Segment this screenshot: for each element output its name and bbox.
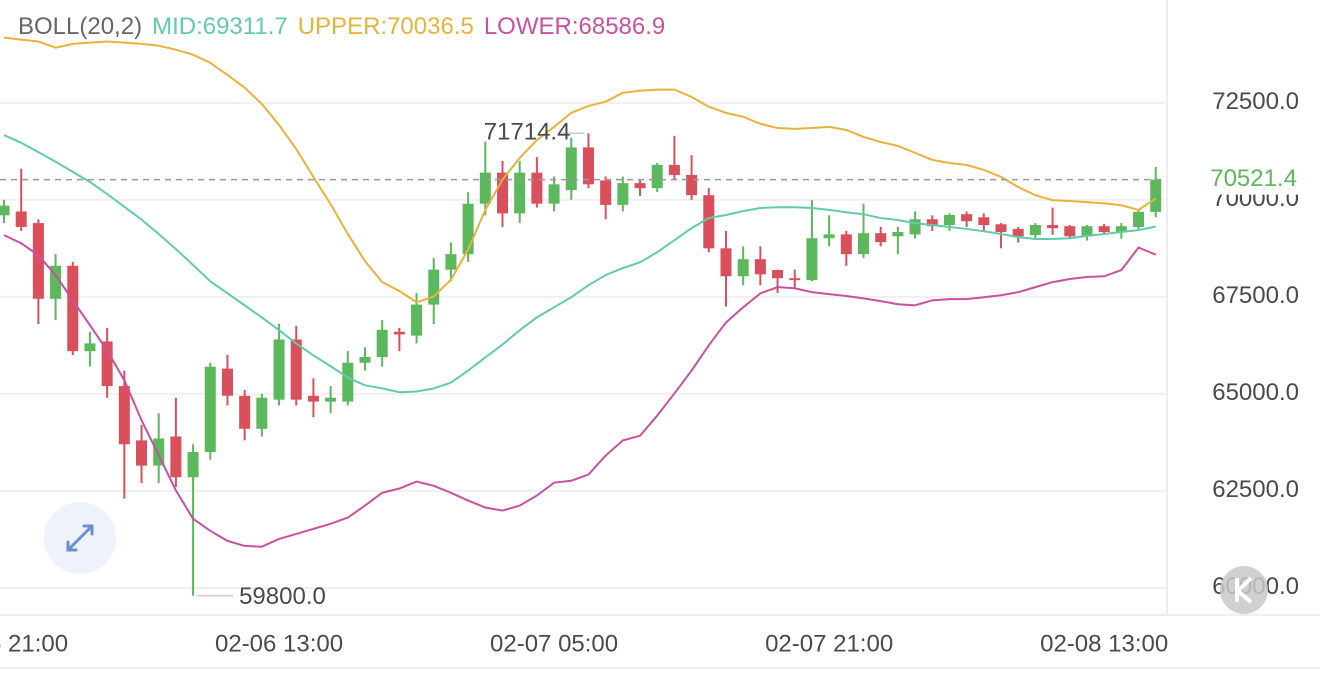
candle-body bbox=[393, 331, 405, 335]
legend-items: MID:69311.7 UPPER:70036.5 LOWER:68586.9 bbox=[152, 13, 665, 40]
candle-body bbox=[789, 278, 801, 281]
candle-body bbox=[1029, 225, 1041, 236]
candle-body bbox=[359, 356, 371, 363]
candle-body bbox=[376, 329, 388, 357]
candle-body bbox=[754, 259, 766, 275]
x-tick-label: 02-08 13:00 bbox=[1040, 630, 1168, 657]
candle-body bbox=[668, 164, 680, 175]
candle-body bbox=[875, 233, 887, 243]
candle-body bbox=[307, 395, 319, 402]
candle-body bbox=[651, 164, 663, 189]
y-tick-label: 67500.0 bbox=[1212, 282, 1299, 309]
candle-body bbox=[703, 195, 715, 249]
candle-body bbox=[1081, 226, 1093, 237]
candle-body bbox=[325, 397, 337, 402]
y-tick-label: 72500.0 bbox=[1212, 88, 1299, 115]
candle-body bbox=[565, 147, 577, 191]
candle-body bbox=[273, 339, 285, 400]
candle-body bbox=[1012, 228, 1024, 237]
candle-body bbox=[806, 238, 818, 281]
last-price-label: 70521.4 bbox=[1210, 165, 1297, 192]
boll-line bbox=[3, 36, 1157, 304]
max-label: 71714.4 bbox=[484, 119, 571, 146]
legend: BOLL(20,2) MID:69311.7 UPPER:70036.5 LOWER:… bbox=[18, 13, 665, 40]
candle-body bbox=[617, 183, 629, 205]
axes: 60000.062500.065000.067500.070000.072500… bbox=[0, 88, 1310, 657]
candle-body bbox=[479, 172, 491, 204]
candle-body bbox=[548, 184, 560, 204]
candle-body bbox=[858, 233, 869, 255]
candle-body bbox=[445, 254, 457, 270]
y-tick-label: 62500.0 bbox=[1212, 476, 1299, 503]
candle-body bbox=[136, 440, 148, 466]
candle-body bbox=[32, 223, 44, 299]
candle-body bbox=[737, 259, 749, 277]
candle-body bbox=[514, 172, 526, 214]
candle-body bbox=[411, 304, 423, 336]
x-tick-label: 02-05 21:00 bbox=[0, 630, 68, 657]
candle-body bbox=[0, 205, 10, 216]
candle-body bbox=[204, 366, 216, 453]
candle-body bbox=[926, 219, 938, 227]
candle-body bbox=[1098, 226, 1110, 233]
candle-body bbox=[101, 341, 113, 387]
candle-body bbox=[67, 265, 79, 352]
boll-line bbox=[3, 234, 1157, 548]
candle-body bbox=[342, 362, 354, 402]
candle-body bbox=[1133, 211, 1145, 227]
candle-body bbox=[221, 368, 233, 396]
candle-body bbox=[1150, 179, 1162, 212]
candle-body bbox=[428, 269, 440, 305]
candle-body bbox=[995, 224, 1007, 233]
candle-body bbox=[84, 343, 96, 352]
plot-area: 71714.4 59800.0 bbox=[0, 36, 1166, 610]
candle-body bbox=[50, 265, 62, 299]
y-tick-label: 65000.0 bbox=[1212, 379, 1299, 406]
expand-button[interactable] bbox=[44, 502, 116, 574]
legend-entry: UPPER:70036.5 bbox=[298, 13, 474, 40]
candle-body bbox=[187, 452, 199, 478]
logo bbox=[1220, 566, 1268, 614]
last-price-bg bbox=[1180, 164, 1310, 195]
grid bbox=[0, 101, 1166, 589]
candle-body bbox=[943, 214, 955, 226]
candle-body bbox=[978, 217, 990, 226]
legend-entry: LOWER:68586.9 bbox=[484, 13, 665, 40]
candle-body bbox=[772, 270, 784, 279]
x-tick-label: 02-07 21:00 bbox=[765, 630, 893, 657]
boll-line bbox=[3, 134, 1156, 394]
candle-body bbox=[909, 219, 921, 235]
candle-body bbox=[15, 211, 27, 227]
candle-body bbox=[153, 438, 165, 466]
candle-body bbox=[531, 172, 543, 204]
candle-body bbox=[892, 232, 904, 237]
min-label: 59800.0 bbox=[239, 583, 326, 610]
indicator-label: BOLL(20,2) bbox=[18, 13, 142, 40]
candle-body bbox=[823, 234, 835, 239]
candle-body bbox=[840, 234, 852, 255]
candle-body bbox=[720, 248, 732, 277]
candle-body bbox=[1115, 226, 1127, 233]
candle-body bbox=[170, 436, 182, 478]
candle-body bbox=[290, 339, 302, 400]
candle-body bbox=[462, 203, 474, 255]
legend-entry: MID:69311.7 bbox=[152, 13, 288, 40]
candle-body bbox=[239, 395, 251, 429]
candle-body bbox=[600, 180, 612, 205]
candle-body bbox=[582, 147, 594, 185]
candle-body bbox=[1064, 226, 1076, 237]
candle-body bbox=[1047, 225, 1059, 229]
candle-body bbox=[961, 214, 973, 222]
candle-body bbox=[256, 397, 268, 429]
x-tick-label: 02-06 13:00 bbox=[215, 630, 343, 657]
candle-body bbox=[634, 183, 646, 189]
candle-body bbox=[118, 386, 130, 445]
x-tick-label: 02-07 05:00 bbox=[490, 630, 618, 657]
candle-body bbox=[686, 174, 698, 196]
candle-body bbox=[497, 172, 509, 214]
